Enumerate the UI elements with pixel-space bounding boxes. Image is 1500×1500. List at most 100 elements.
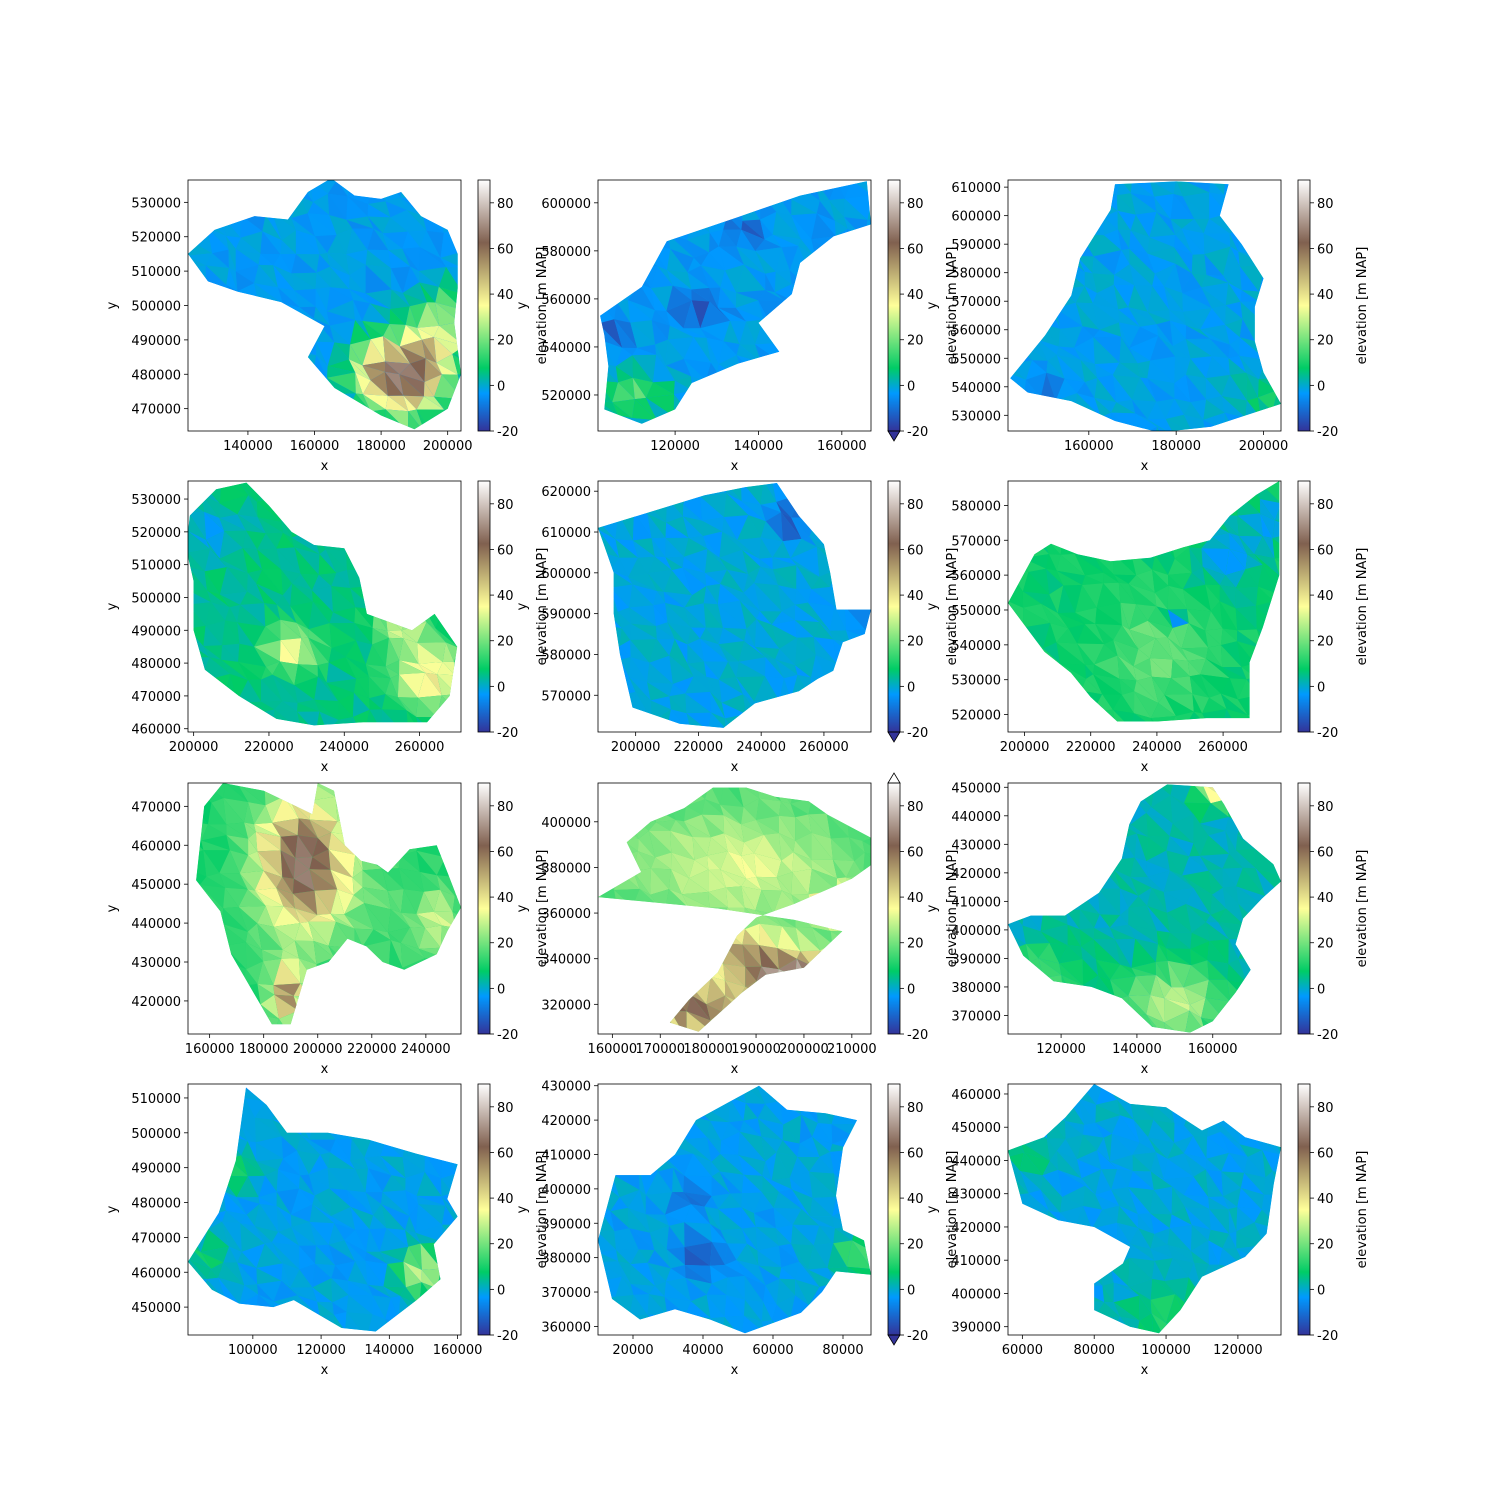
mesh-triangle [1240,198,1267,222]
mesh-triangle [1171,659,1190,679]
mesh-triangle [372,783,384,797]
mesh-triangle [236,703,256,717]
mesh-triangle [196,975,209,994]
mesh-triangle [440,939,461,960]
x-tick-label: 200000 [611,740,661,755]
mesh-triangle [1092,181,1121,196]
mesh-triangle [703,531,723,558]
mesh-triangle [848,391,862,410]
mesh-triangle [1043,975,1064,1000]
mesh-triangle [1095,607,1122,626]
mesh-triangle [1110,976,1136,996]
mesh-triangle [637,851,656,869]
mesh-triangle [419,247,446,267]
mesh-triangle [441,530,453,556]
mesh-triangle [646,382,674,398]
mesh-triangle [453,1015,461,1025]
mesh-triangle [1008,813,1033,841]
x-tick-label: 140000 [223,439,273,454]
mesh-triangle [204,567,227,595]
mesh-triangle [830,696,851,716]
mesh-triangle [313,306,330,326]
mesh-triangle [753,853,777,878]
mesh-triangle [654,310,670,326]
mesh-triangle [790,797,813,815]
mesh-triangle [756,611,772,625]
mesh-triangle [720,583,744,601]
colorbar-tick-label: 40 [497,589,514,604]
mesh-triangle [1184,802,1211,824]
mesh-triangle [245,942,263,970]
mesh-triangle [1260,221,1277,239]
mesh-triangle [1222,628,1238,642]
mesh-triangle [338,717,353,726]
mesh-triangle [836,391,854,408]
mesh-triangle [1258,379,1278,398]
mesh-triangle [1204,254,1224,276]
mesh-triangle [870,181,871,201]
mesh-triangle [863,875,871,891]
mesh-triangle [850,304,871,327]
mesh-triangle [312,849,331,870]
mesh-triangle [687,257,701,273]
mesh-triangle [1048,181,1067,199]
y-tick-label: 490000 [131,624,181,639]
mesh-triangle [726,394,746,415]
mesh-triangle [1117,655,1137,681]
mesh-triangle [1272,390,1281,412]
mesh-triangle [1094,914,1110,928]
mesh-triangle [1241,290,1259,302]
mesh-triangle [1078,867,1098,891]
mesh-triangle [758,945,779,970]
mesh-triangle [1047,494,1065,519]
y-tick-label: 510000 [131,559,181,574]
panel-10: 100000 120000 140000 1600004500004600004700… [105,1083,550,1378]
mesh-triangle [1022,429,1044,431]
mesh-triangle [1032,835,1044,857]
mesh-triangle [861,402,871,412]
mesh-triangle [854,852,865,876]
mesh-triangle [1085,664,1094,679]
colorbar-gradient [1298,481,1310,732]
mesh-triangle [464,287,474,304]
mesh-triangle [1152,569,1169,586]
mesh-triangle [438,266,461,294]
mesh-triangle [1111,795,1133,825]
mesh-triangle [387,531,404,553]
mesh-triangle [1147,285,1170,312]
mesh-triangle [402,282,427,303]
mesh-triangle [682,181,711,193]
mesh-triangle [1008,673,1022,697]
mesh-triangle [1200,817,1229,831]
mesh-triangle [219,514,247,531]
mesh-triangle [1010,312,1030,329]
mesh-triangle [1155,944,1168,962]
mesh-triangle [819,200,835,221]
mesh-triangle [692,390,705,415]
mesh-triangle [1008,695,1030,710]
mesh-triangle [370,409,387,430]
mesh-triangle [454,601,458,628]
mesh-triangle [866,438,884,450]
mesh-triangle [456,711,458,726]
mesh-triangle [188,694,210,716]
mesh-triangle [1027,860,1040,879]
mesh-triangle [816,546,839,577]
colorbar-label: elevation [m NAP] [535,850,550,968]
mesh-triangle [627,795,657,823]
mesh-triangle [771,620,797,638]
mesh-triangle [419,872,441,890]
mesh-triangle [381,501,410,518]
mesh-triangle [1147,310,1170,321]
mesh-triangle [1280,627,1299,641]
mesh-triangle [844,588,871,607]
mesh-triangle [436,875,455,896]
mesh-triangle [346,254,366,276]
mesh-triangle [1119,784,1133,798]
panel-3: 160000 180000 2000005300005400005500005600… [925,179,1370,474]
mesh-triangle [1174,547,1192,573]
mesh-triangle [1008,528,1032,558]
mesh-triangle [291,783,313,801]
mesh-triangle [1185,339,1212,359]
